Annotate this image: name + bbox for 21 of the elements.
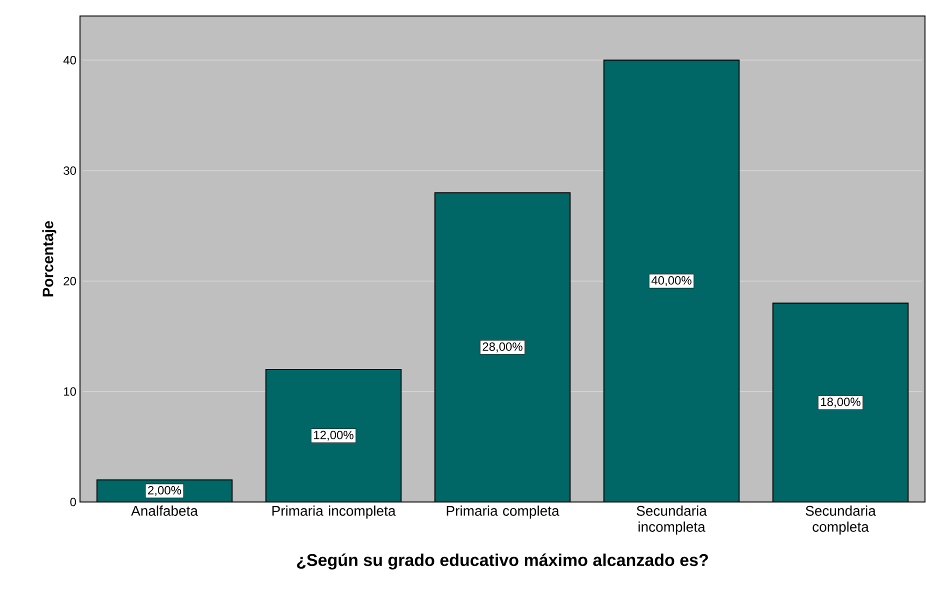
bar <box>772 302 909 502</box>
y-axis-title: Porcentaje <box>42 221 56 296</box>
x-tick-label: Secundaria completa <box>806 506 876 535</box>
y-tick-label: 0 <box>70 498 76 506</box>
bar <box>266 369 402 502</box>
data-label: 2,00% <box>148 486 182 496</box>
x-tick-label: Primaria incompleta <box>272 506 396 519</box>
x-tick-label: Analfabeta <box>131 506 198 516</box>
y-tick-label: 30 <box>64 166 76 175</box>
y-tick-label: 10 <box>64 387 76 396</box>
x-tick-label: Primaria completa <box>446 506 560 519</box>
data-label: 40,00% <box>651 276 692 286</box>
bar <box>604 60 740 502</box>
data-label: 18,00% <box>821 398 860 408</box>
y-tick-label: 40 <box>63 56 76 64</box>
data-label: 12,00% <box>314 430 354 441</box>
y-tick-label: 20 <box>64 276 76 286</box>
x-tick-label: Secundaria incompleta <box>636 506 707 535</box>
x-axis-title: ¿Según su grado educativo máximo alcanzado es? <box>297 553 708 570</box>
bar <box>434 192 570 502</box>
data-label: 28,00% <box>482 342 522 352</box>
